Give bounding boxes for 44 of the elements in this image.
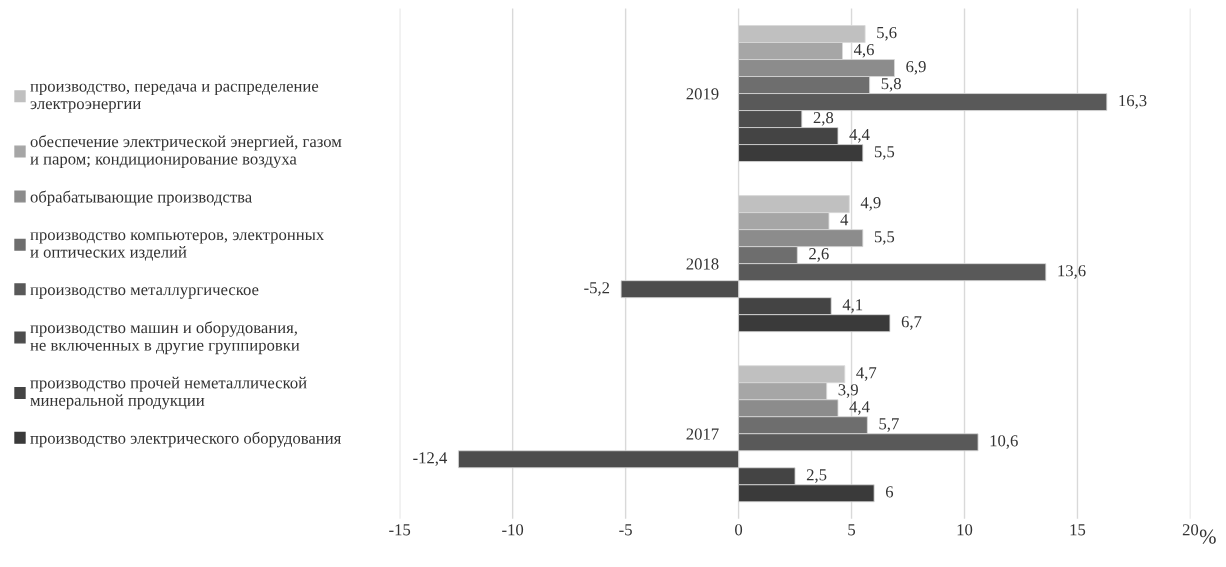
x-tick-label: 10 [957,524,973,536]
data-label: 5,7 [879,418,899,432]
data-label: 4,4 [849,129,870,143]
data-label: -12,4 [413,452,448,466]
legend-label: производство металлургическое [30,287,259,299]
data-label: 4,9 [860,197,881,211]
data-label: 6,9 [906,61,926,75]
x-tick-label: 15 [1070,524,1086,536]
data-label: 2,6 [809,248,829,262]
data-label: 4 [840,214,849,226]
x-tick-label: 20 [1182,524,1199,536]
data-label: 5,6 [877,26,897,41]
legend-label: производство электрического оборудования [30,431,342,448]
data-label: 6 [885,486,894,498]
x-axis-title: % [1199,529,1216,544]
x-tick-label: 0 [735,524,743,536]
legend-label: производство машин и оборудования, не включенных в другие группировки [30,321,300,355]
data-label: 5,5 [874,146,895,160]
legend-label: производство прочей неметаллической минеральной продукции [30,376,307,410]
data-label: 5,8 [881,77,901,92]
data-label: 4,7 [856,367,877,381]
x-tick-label: -15 [389,524,411,536]
data-label: 4,6 [853,44,874,58]
x-tick-label: 5 [848,524,856,536]
legend-label: обрабатывающие производства [30,190,252,206]
y-tick-label: 2019 [686,88,719,100]
data-label: -5,2 [584,282,610,296]
data-label: 13,6 [1058,265,1086,279]
data-label: 16,3 [1119,95,1147,109]
data-label: 3,9 [838,384,858,398]
y-tick-label: 2017 [686,428,719,440]
x-tick-label: -10 [502,524,524,536]
legend-label: обеспечение электрической энергией, газом и паром; кондиционирование воздуха [30,135,342,168]
data-label: 2,5 [806,469,827,483]
data-label: 2,8 [813,111,834,126]
data-label: 5,5 [874,231,895,245]
data-label: 6,7 [901,316,922,330]
data-label: 4,1 [842,299,863,313]
legend-label: производство компьютеров, электронных и оптических изделий [30,232,325,261]
data-label: 10,6 [990,435,1018,449]
x-tick-label: -5 [619,524,632,536]
data-label: 4,4 [849,401,870,415]
legend-label: производство, передача и распределение электроэнергии [30,83,319,113]
y-tick-label: 2018 [686,258,719,270]
